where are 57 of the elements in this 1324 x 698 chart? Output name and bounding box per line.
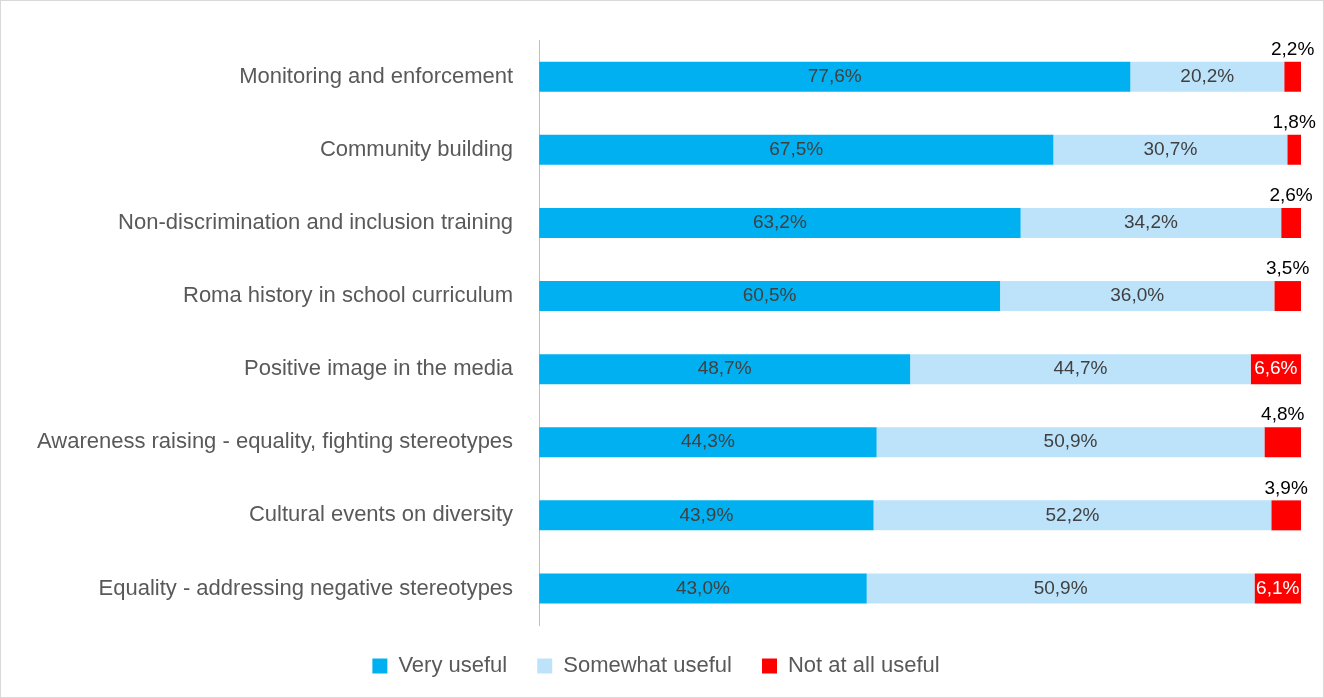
data-label: 3,9% (1264, 476, 1308, 498)
bar (873, 500, 1272, 531)
bar (1130, 61, 1285, 92)
bar (539, 500, 874, 531)
data-label: 50,9% (1033, 576, 1088, 598)
y-tick-label: Community building (319, 135, 514, 161)
data-label: 30,7% (1143, 138, 1198, 160)
legend-label: Somewhat useful (563, 652, 732, 678)
data-label: 43,0% (675, 576, 730, 598)
bar (1053, 134, 1288, 165)
data-label: 48,7% (697, 357, 752, 379)
legend-label: Very useful (398, 652, 508, 678)
data-label: 52,2% (1045, 503, 1100, 525)
data-label: 43,9% (679, 503, 734, 525)
y-tick-label: Non-discrimination and inclusion training (118, 209, 514, 235)
bar (866, 573, 1255, 604)
bar (1287, 134, 1301, 165)
bar (1274, 281, 1301, 312)
y-tick-label: Positive image in the media (244, 355, 514, 381)
bar (1000, 281, 1275, 312)
bar (539, 354, 911, 385)
data-label: 2,2% (1270, 38, 1315, 59)
data-label: 60,5% (742, 284, 797, 306)
y-tick-label: Monitoring and enforcement (239, 62, 514, 88)
data-label: 44,7% (1053, 357, 1108, 379)
bar (539, 427, 877, 458)
bar (539, 207, 1021, 238)
bar (1271, 500, 1301, 531)
bar (539, 281, 1001, 312)
bar (539, 134, 1054, 165)
bar (539, 573, 867, 604)
bar (1281, 207, 1301, 238)
data-label: 34,2% (1123, 211, 1178, 233)
data-label: 3,5% (1266, 257, 1310, 279)
data-label: 63,2% (752, 211, 807, 233)
bar (539, 61, 1131, 92)
bar (1264, 427, 1301, 458)
y-tick-label: Equality - addressing negative stereotypes (98, 574, 514, 600)
data-label: 44,3% (680, 430, 735, 452)
data-label: 50,9% (1043, 430, 1098, 452)
y-tick-label: Roma history in school curriculum (183, 282, 514, 308)
y-tick-label: Awareness raising - equality, fighting stereotypes (37, 428, 514, 454)
bar (1020, 207, 1282, 238)
data-label: 2,6% (1269, 184, 1313, 206)
bar (1284, 61, 1301, 92)
y-tick-label: Cultural events on diversity (248, 501, 514, 527)
legend-label: Not at all useful (787, 652, 940, 678)
data-label: 77,6% (807, 64, 862, 86)
data-label: 6,1% (1256, 576, 1300, 598)
bar (910, 354, 1251, 385)
bar (876, 427, 1265, 458)
data-label: 67,5% (769, 138, 824, 160)
data-label: 1,8% (1272, 111, 1316, 133)
data-label: 6,6% (1254, 357, 1298, 379)
data-label: 20,2% (1180, 64, 1235, 86)
data-label: 36,0% (1110, 284, 1165, 306)
data-label: 4,8% (1261, 403, 1305, 425)
